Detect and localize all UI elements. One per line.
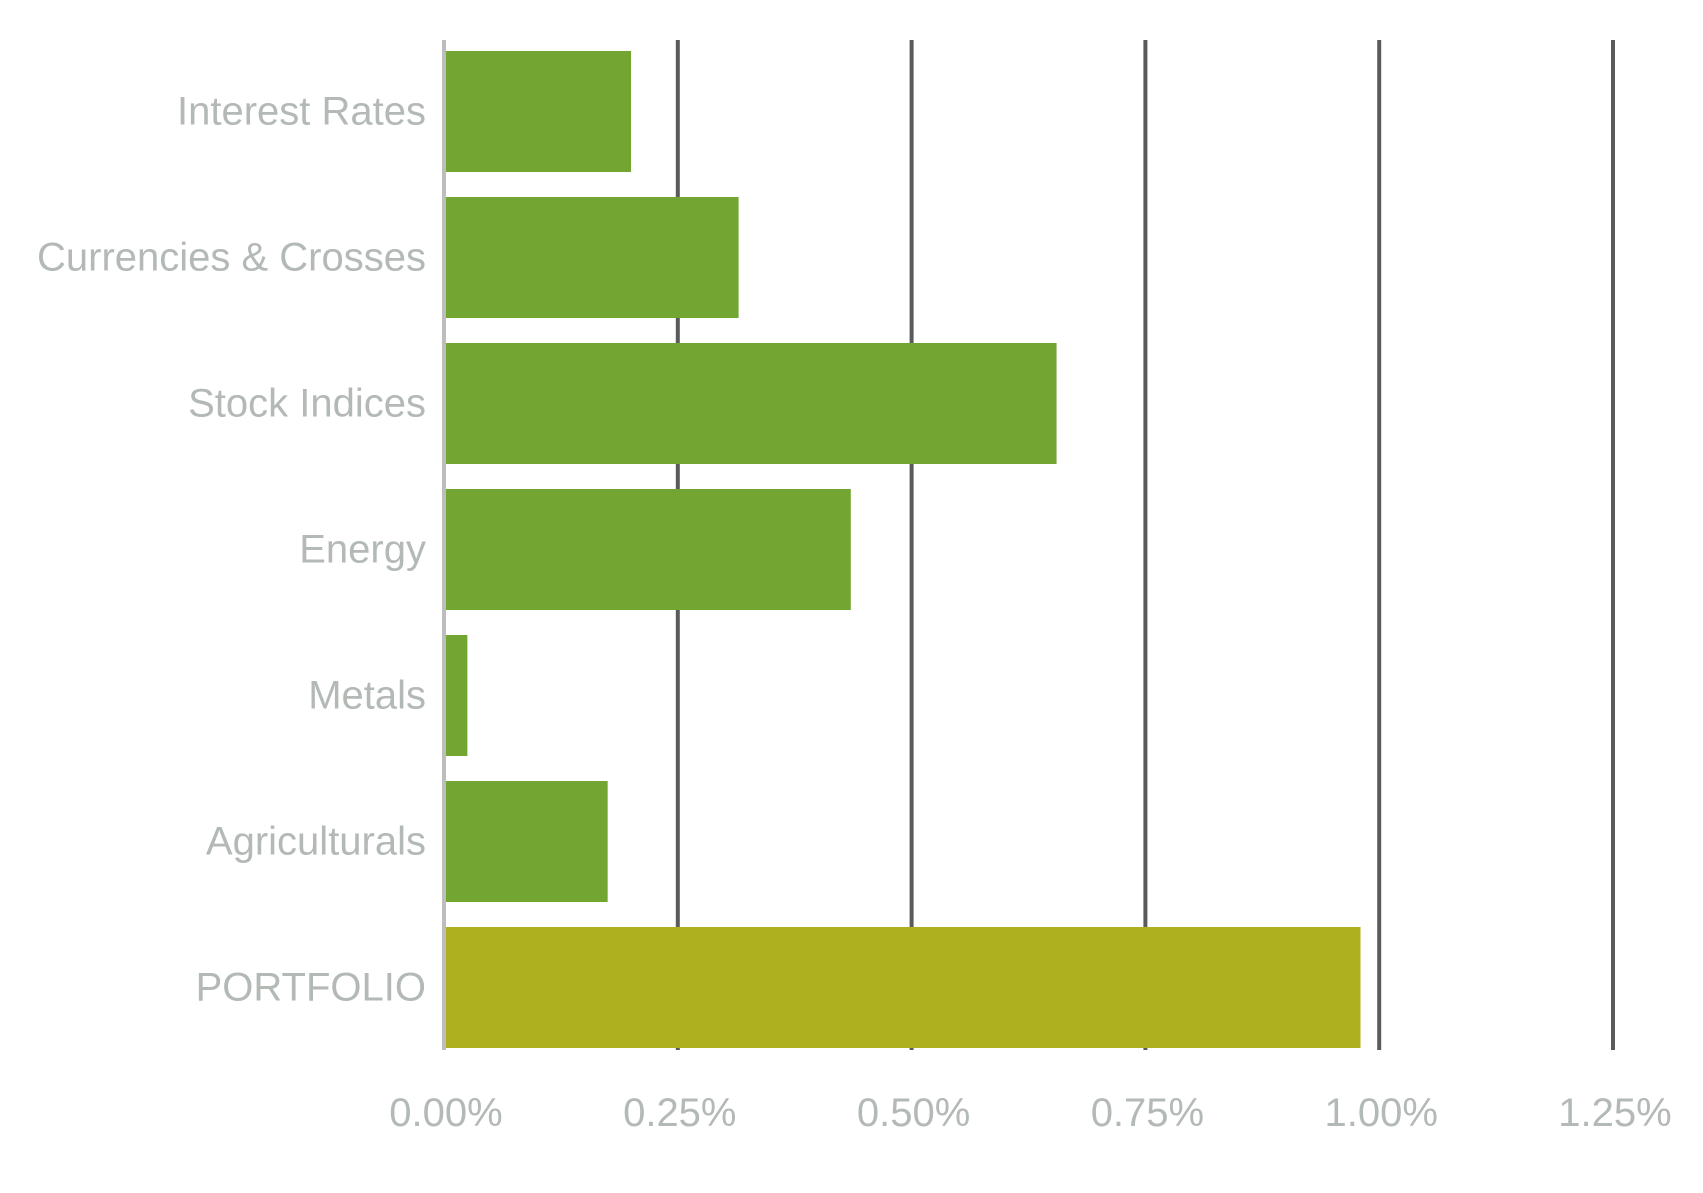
category-labels: Interest Rates Currencies & Crosses Stock … [37, 90, 426, 1010]
bar-portfolio [446, 927, 1361, 1048]
bar-energy [446, 489, 851, 610]
bar-interest-rates [446, 51, 632, 172]
category-label: Stock Indices [188, 382, 426, 426]
bars [446, 51, 1361, 1048]
category-label: Currencies & Crosses [37, 236, 426, 280]
category-label: Metals [308, 674, 426, 718]
gridlines [675, 40, 1615, 1050]
x-tick-label: 1.00% [1324, 1091, 1437, 1135]
category-label: Interest Rates [177, 90, 426, 134]
bar-currencies-crosses [446, 197, 739, 318]
bar-metals [446, 635, 468, 756]
x-tick-label: 0.75% [1091, 1091, 1204, 1135]
x-tick-labels: 0.00% 0.25% 0.50% 0.75% 1.00% 1.25% [389, 1091, 1671, 1135]
category-label: Agriculturals [206, 820, 426, 864]
bar-agriculturals [446, 781, 608, 902]
x-tick-label: 0.25% [623, 1091, 736, 1135]
category-label: Energy [299, 528, 426, 572]
x-tick-label: 1.25% [1558, 1091, 1671, 1135]
x-tick-label: 0.50% [857, 1091, 970, 1135]
bar-stock-indices [446, 343, 1057, 464]
category-label: PORTFOLIO [196, 966, 426, 1010]
x-tick-label: 0.00% [389, 1091, 502, 1135]
